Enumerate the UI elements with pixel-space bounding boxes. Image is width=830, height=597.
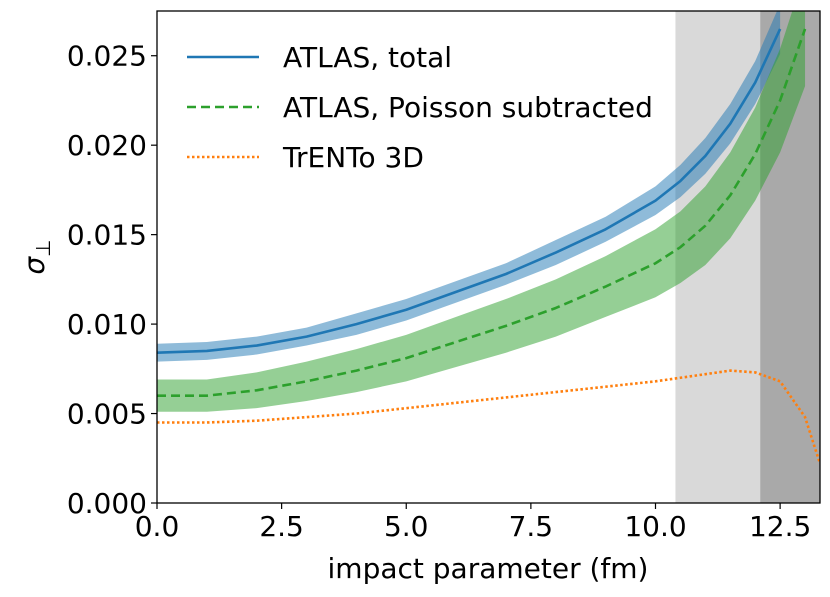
y-tick-label: 0.015	[67, 219, 147, 252]
y-axis: 0.000 0.005 0.010 0.015 0.020 0.025	[67, 40, 157, 520]
band-1	[157, 11, 781, 362]
y-axis-label-subscript: ⊥	[31, 239, 55, 256]
y-tick-label: 0.025	[67, 40, 147, 73]
series-line-3	[157, 369, 820, 465]
x-axis: 0.0 2.5 5.0 7.5 10.0 12.5	[135, 503, 811, 543]
plot-frame	[156, 10, 821, 504]
y-axis-label: σ⊥	[18, 239, 55, 274]
x-axis-label: impact parameter (fm)	[328, 552, 649, 585]
y-tick-label: 0.020	[67, 129, 147, 162]
x-tick-label: 10.0	[624, 510, 686, 543]
uncertainty-bands	[157, 11, 806, 412]
series-lines	[157, 28, 820, 465]
x-tick-label: 12.5	[749, 510, 811, 543]
y-tick-label: 0.010	[67, 308, 147, 341]
legend: ATLAS, total ATLAS, Poisson subtracted TrE…	[187, 41, 653, 174]
y-tick-label: 0.005	[67, 398, 147, 431]
band-2	[157, 11, 806, 412]
y-axis-label-symbol: σ	[18, 256, 51, 275]
series-line-2	[157, 28, 807, 397]
x-tick-label: 2.5	[259, 510, 304, 543]
x-tick-label: 0.0	[135, 510, 180, 543]
x-tick-label: 7.5	[509, 510, 554, 543]
svg-text:σ⊥: σ⊥	[18, 239, 55, 274]
legend-label-1: ATLAS, total	[283, 41, 452, 74]
y-tick-label: 0.000	[67, 487, 147, 520]
series-line-1	[157, 28, 782, 355]
x-tick-label: 5.0	[384, 510, 429, 543]
legend-label-2: ATLAS, Poisson subtracted	[283, 91, 653, 124]
legend-label-3: TrENTo 3D	[282, 141, 424, 174]
